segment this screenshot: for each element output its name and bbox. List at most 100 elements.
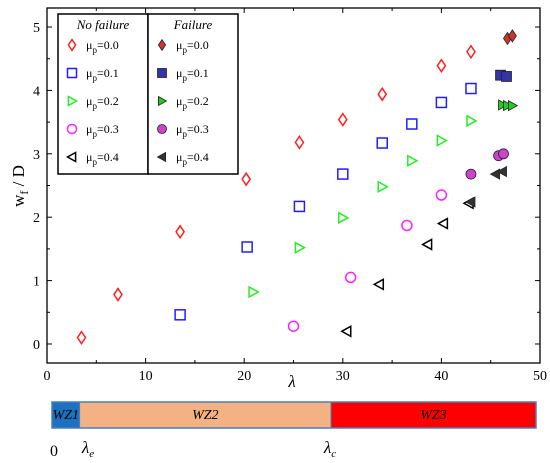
legend-label: μp=0.2 xyxy=(176,94,209,111)
zone-label-main: WZ xyxy=(192,408,212,423)
legend-label-mu: μ xyxy=(86,66,92,80)
x-tick-label: 0 xyxy=(44,369,51,384)
legend-label: μp=0.0 xyxy=(176,38,209,55)
y-tick-label: 4 xyxy=(33,84,40,99)
legend-marker xyxy=(157,38,167,52)
legend-label-value: =0.4 xyxy=(97,150,119,164)
data-point xyxy=(507,29,517,43)
legend-label: μp=0.4 xyxy=(86,150,119,167)
legend-label-mu: μ xyxy=(176,150,182,164)
legend-label: μp=0.4 xyxy=(176,150,209,167)
legend-marker xyxy=(65,151,77,163)
data-point xyxy=(406,118,418,130)
legend-label: μp=0.1 xyxy=(86,66,119,83)
x-tick-label: 20 xyxy=(237,369,251,384)
data-point xyxy=(337,112,348,127)
y-tick-label: 5 xyxy=(33,21,40,36)
lambda-c-sub: c xyxy=(331,448,336,460)
zone-label-main: WZ xyxy=(53,408,73,423)
data-point xyxy=(465,196,476,208)
data-point xyxy=(113,287,123,302)
data-point xyxy=(466,44,476,60)
zone-label: WZ1 xyxy=(53,408,79,423)
legend-label-sub: p xyxy=(92,101,97,111)
legend-label: μp=0.0 xyxy=(86,38,119,55)
legend-label-sub: p xyxy=(92,73,97,83)
data-point xyxy=(241,171,252,187)
data-point xyxy=(401,219,413,232)
legend-label-value: =0.3 xyxy=(187,122,209,136)
data-point xyxy=(294,241,306,254)
x-tick-label: 40 xyxy=(434,369,448,384)
legend-label-value: =0.3 xyxy=(97,122,119,136)
data-point xyxy=(501,71,512,82)
zone-bar-frame xyxy=(51,401,537,429)
y-axis-title-sub: f xyxy=(17,191,31,195)
legend-label-value: =0.0 xyxy=(187,38,209,52)
legend-marker xyxy=(66,123,78,135)
legend-marker xyxy=(67,38,77,52)
lambda-e-label: λe xyxy=(81,438,94,460)
legend-label-mu: μ xyxy=(176,94,182,108)
data-point xyxy=(465,168,477,180)
y-tick-label: 1 xyxy=(33,275,40,290)
y-tick-label: 0 xyxy=(33,338,40,353)
data-point xyxy=(337,168,349,180)
data-point xyxy=(340,325,352,338)
lambda-c-label: λc xyxy=(323,438,336,460)
zone-label-num: 2 xyxy=(212,408,219,423)
lambda-e-sub: e xyxy=(89,448,94,460)
data-point xyxy=(496,165,507,178)
legend-label: μp=0.1 xyxy=(176,66,209,83)
legend-label-sub: p xyxy=(182,73,187,83)
legend-label-sub: p xyxy=(182,45,187,55)
data-point xyxy=(174,309,186,321)
legend-label-value: =0.2 xyxy=(97,94,119,108)
data-point xyxy=(344,271,357,284)
zone-label-num: 1 xyxy=(72,408,79,423)
markers-layer xyxy=(76,29,519,345)
legend-marker xyxy=(157,95,168,107)
zone-label-main: WZ xyxy=(420,408,440,423)
data-point xyxy=(421,238,433,251)
data-point xyxy=(376,137,388,149)
data-point xyxy=(435,96,448,109)
legend-marker xyxy=(157,124,167,134)
data-point xyxy=(503,99,514,112)
data-point xyxy=(435,189,448,201)
legend-label-value: =0.4 xyxy=(187,150,209,164)
y-tick-label: 3 xyxy=(33,148,40,163)
legend-label-value: =0.1 xyxy=(187,66,209,80)
legend-marker xyxy=(66,67,78,79)
legend-label-mu: μ xyxy=(86,150,92,164)
x-tick-label: 30 xyxy=(336,369,350,384)
data-point xyxy=(76,330,87,345)
data-point xyxy=(407,154,419,168)
data-point xyxy=(287,320,300,332)
x-tick-label: 10 xyxy=(139,369,153,384)
zone-label-num: 3 xyxy=(439,408,447,423)
legend-label-sub: p xyxy=(182,157,187,167)
zone-zero-label: 0 xyxy=(50,443,58,460)
legend-label-mu: μ xyxy=(176,38,182,52)
data-point xyxy=(436,134,448,147)
data-point xyxy=(293,200,306,213)
legend-label-mu: μ xyxy=(176,66,182,80)
data-point xyxy=(507,99,519,112)
data-point xyxy=(377,180,389,194)
data-point xyxy=(248,285,260,299)
legend-marker xyxy=(157,68,167,78)
y-axis-title-rest: / D xyxy=(9,165,28,191)
x-axis-title: λ xyxy=(287,372,295,391)
data-point xyxy=(436,217,449,230)
legend-label-value: =0.2 xyxy=(187,94,209,108)
legend-title-no-failure: No failure xyxy=(76,17,130,32)
lambda-e-symbol: λ xyxy=(81,438,89,457)
y-tick-label: 2 xyxy=(33,211,40,226)
data-point xyxy=(466,114,478,128)
zone-label: WZ2 xyxy=(192,408,218,423)
data-point xyxy=(372,278,385,291)
data-point xyxy=(498,148,509,160)
data-point xyxy=(465,82,477,95)
